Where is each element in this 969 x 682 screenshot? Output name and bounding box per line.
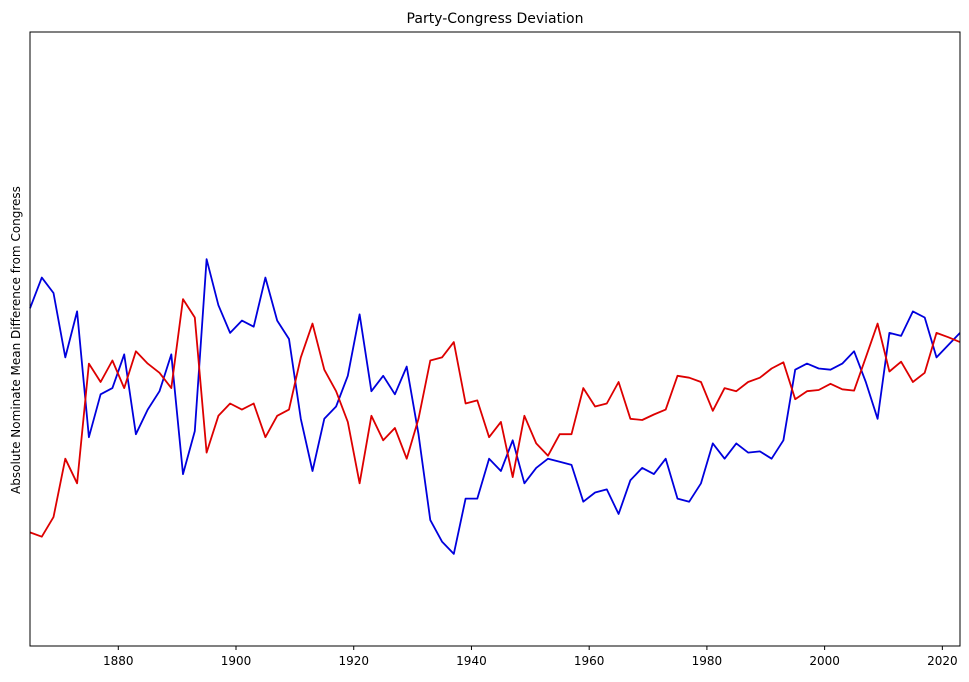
x-axis: 1880 1900 1920 1940 1960 1980 2000 2020: [103, 646, 958, 668]
x-tick-label: 1920: [338, 654, 369, 668]
chart-title: Party-Congress Deviation: [407, 11, 584, 27]
x-tick-label: 1900: [221, 654, 252, 668]
series-line-1: [29, 298, 961, 538]
x-tick-label: 2020: [927, 654, 958, 668]
x-tick-label: 1960: [574, 654, 605, 668]
x-tick-label: 1880: [103, 654, 134, 668]
y-axis-label: Absolute Nominate Mean Difference from C…: [9, 186, 23, 494]
series-group: [29, 258, 961, 555]
x-tick-label: 2000: [809, 654, 840, 668]
x-tick-label: 1940: [456, 654, 487, 668]
x-tick-label: 1980: [692, 654, 723, 668]
series-line-0: [29, 258, 961, 555]
plot-frame: [29, 31, 961, 647]
